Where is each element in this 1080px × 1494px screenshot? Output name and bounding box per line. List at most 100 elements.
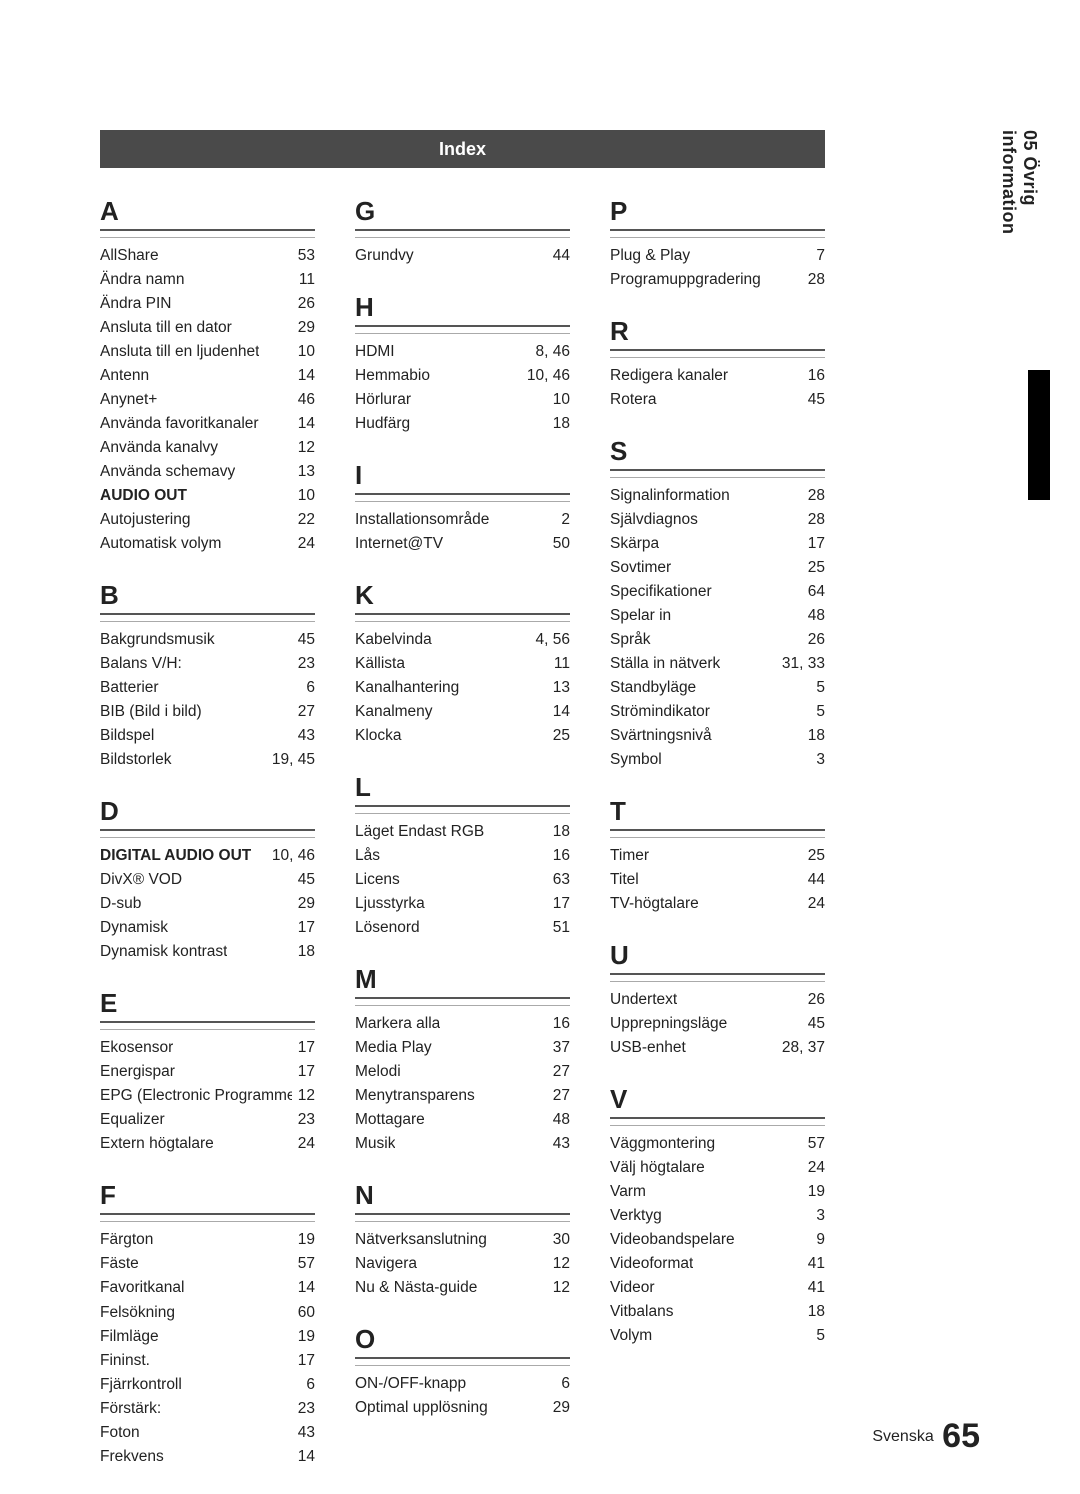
entry-term: DIGITAL AUDIO OUT bbox=[100, 844, 251, 868]
entry-page: 18 bbox=[292, 940, 315, 964]
entry-term: Grundvy bbox=[355, 244, 414, 268]
section-letter: T bbox=[610, 796, 825, 831]
entry-page: 23 bbox=[292, 1108, 315, 1132]
index-entry: TV-högtalare24 bbox=[610, 892, 825, 916]
footer-page: 65 bbox=[938, 1417, 980, 1455]
index-entry: Navigera12 bbox=[355, 1252, 570, 1276]
entry-page: 45 bbox=[802, 388, 825, 412]
entry-page: 53 bbox=[292, 244, 315, 268]
entry-term: Ansluta till en ljudenhet bbox=[100, 340, 259, 364]
index-entry: Använda schemavy13 bbox=[100, 460, 315, 484]
entry-page: 26 bbox=[292, 292, 315, 316]
entry-term: Autojustering bbox=[100, 508, 190, 532]
index-entry: DIGITAL AUDIO OUT10, 46 bbox=[100, 844, 315, 868]
index-entry: Lås 16 bbox=[355, 844, 570, 868]
index-section: NNätverksanslutning30Navigera12Nu & Näst… bbox=[355, 1180, 570, 1300]
index-entry: Använda kanalvy12 bbox=[100, 436, 315, 460]
entry-page: 10 bbox=[547, 388, 570, 412]
entry-page: 28, 37 bbox=[776, 1036, 825, 1060]
entry-term: AUDIO OUT bbox=[100, 484, 187, 508]
entry-term: Spelar in bbox=[610, 604, 671, 628]
section-separator bbox=[100, 1221, 315, 1222]
entry-term: Fäste bbox=[100, 1252, 139, 1276]
entry-term: Lösenord bbox=[355, 916, 420, 940]
index-entry: Ansluta till en ljudenhet10 bbox=[100, 340, 315, 364]
entry-page: 5 bbox=[810, 1324, 825, 1348]
entry-term: Filmläge bbox=[100, 1325, 159, 1349]
entry-page: 8, 46 bbox=[530, 340, 570, 364]
entry-term: USB-enhet bbox=[610, 1036, 686, 1060]
entry-page: 5 bbox=[810, 676, 825, 700]
entry-term: Hemmabio bbox=[355, 364, 430, 388]
index-header: Index bbox=[100, 130, 825, 168]
index-entry: Nätverksanslutning30 bbox=[355, 1228, 570, 1252]
entry-term: D-sub bbox=[100, 892, 141, 916]
entry-term: Volym bbox=[610, 1324, 652, 1348]
entry-term: Strömindikator bbox=[610, 700, 710, 724]
section-letter: I bbox=[355, 460, 570, 495]
entry-page: 44 bbox=[802, 868, 825, 892]
entry-page: 26 bbox=[802, 628, 825, 652]
index-entry: Timer25 bbox=[610, 844, 825, 868]
section-separator bbox=[610, 237, 825, 238]
entry-page: 22 bbox=[292, 508, 315, 532]
section-letter: D bbox=[100, 796, 315, 831]
entry-term: Titel bbox=[610, 868, 639, 892]
index-entry: Ställa in nätverk31, 33 bbox=[610, 652, 825, 676]
index-section: FFärgton19Fäste57Favoritkanal14Felsöknin… bbox=[100, 1180, 315, 1468]
index-entry: Foton43 bbox=[100, 1421, 315, 1445]
entry-page: 11 bbox=[293, 268, 315, 292]
entry-page: 23 bbox=[292, 1397, 315, 1421]
section-separator bbox=[355, 237, 570, 238]
index-entry: Mottagare48 bbox=[355, 1108, 570, 1132]
entry-term: Ansluta till en dator bbox=[100, 316, 232, 340]
entry-term: TV-högtalare bbox=[610, 892, 699, 916]
entry-page: 48 bbox=[547, 1108, 570, 1132]
entry-term: Lås bbox=[355, 844, 380, 868]
index-entry: Ändra namn11 bbox=[100, 268, 315, 292]
index-entry: Skärpa17 bbox=[610, 532, 825, 556]
entry-term: Bakgrundsmusik bbox=[100, 628, 215, 652]
entry-term: Batterier bbox=[100, 676, 159, 700]
entry-term: Plug & Play bbox=[610, 244, 690, 268]
entry-term: Ljusstyrka bbox=[355, 892, 425, 916]
entry-page: 29 bbox=[292, 316, 315, 340]
entry-term: Markera alla bbox=[355, 1012, 440, 1036]
section-separator bbox=[100, 1029, 315, 1030]
index-entry: Bildspel43 bbox=[100, 724, 315, 748]
entry-page: 27 bbox=[547, 1060, 570, 1084]
entry-term: Verktyg bbox=[610, 1204, 662, 1228]
index-entry: USB-enhet 28, 37 bbox=[610, 1036, 825, 1060]
section-letter: O bbox=[355, 1324, 570, 1359]
entry-page: 64 bbox=[802, 580, 825, 604]
index-section: O ON-/OFF-knapp6Optimal upplösning29 bbox=[355, 1324, 570, 1420]
index-section: AAllShare53Ändra namn11Ändra PIN26Anslut… bbox=[100, 196, 315, 556]
entry-page: 16 bbox=[547, 844, 570, 868]
entry-term: ON-/OFF-knapp bbox=[355, 1372, 466, 1396]
entry-page: 16 bbox=[802, 364, 825, 388]
entry-page: 25 bbox=[802, 844, 825, 868]
entry-page: 6 bbox=[300, 676, 315, 700]
index-entry: Equalizer23 bbox=[100, 1108, 315, 1132]
index-entry: ON-/OFF-knapp6 bbox=[355, 1372, 570, 1396]
index-entry: Optimal upplösning29 bbox=[355, 1396, 570, 1420]
entry-page: 24 bbox=[802, 1156, 825, 1180]
entry-term: Ställa in nätverk bbox=[610, 652, 720, 676]
entry-term: Dynamisk kontrast bbox=[100, 940, 227, 964]
entry-term: Installationsområde bbox=[355, 508, 489, 532]
entry-page: 57 bbox=[292, 1252, 315, 1276]
entry-term: Navigera bbox=[355, 1252, 417, 1276]
index-entry: Markera alla16 bbox=[355, 1012, 570, 1036]
entry-page: 17 bbox=[292, 1036, 315, 1060]
entry-page: 14 bbox=[292, 1445, 315, 1469]
tab-marker bbox=[1028, 370, 1050, 500]
entry-page: 26 bbox=[802, 988, 825, 1012]
entry-page: 10 bbox=[292, 484, 315, 508]
index-entry: D-sub29 bbox=[100, 892, 315, 916]
index-entry: Nu & Nästa-guide12 bbox=[355, 1276, 570, 1300]
section-separator bbox=[610, 477, 825, 478]
entry-term: Skärpa bbox=[610, 532, 659, 556]
entry-term: Klocka bbox=[355, 724, 402, 748]
index-entry: Media Play37 bbox=[355, 1036, 570, 1060]
index-entry: Extern högtalare24 bbox=[100, 1132, 315, 1156]
